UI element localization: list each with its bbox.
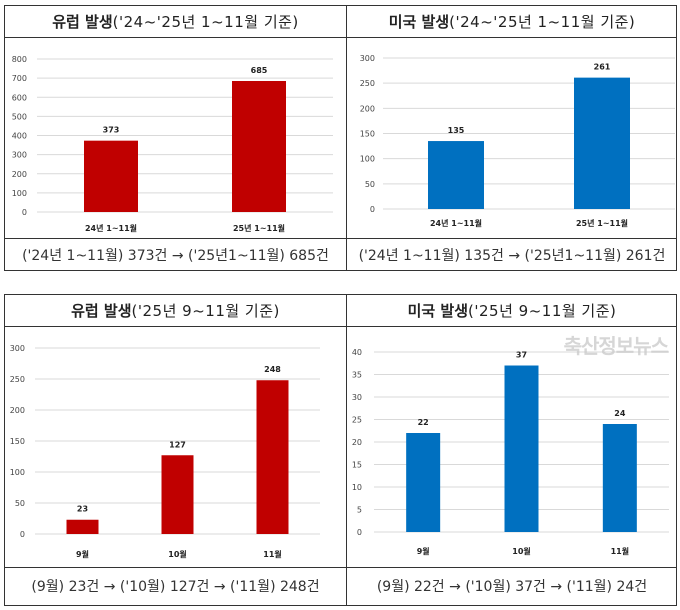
x-tick-label: 9월 bbox=[417, 546, 430, 556]
chart-us-annual: 0 50 100 150 200 250 300 135 24년 1~11월 261 25년 1~1… bbox=[360, 54, 675, 228]
chart-title: 미국 발생 ('25년 9~11월 기준) bbox=[347, 295, 677, 327]
y-tick-label: 150 bbox=[10, 437, 25, 446]
y-tick-label: 200 bbox=[12, 170, 27, 179]
y-tick-label: 50 bbox=[15, 499, 25, 508]
title-bold: 미국 발생 bbox=[407, 302, 469, 320]
y-tick-label: 0 bbox=[370, 205, 375, 214]
bar bbox=[232, 80, 286, 213]
y-tick-label: 500 bbox=[12, 112, 27, 121]
x-tick-label: 11월 bbox=[611, 546, 630, 556]
chart-title: 유럽 발생 ('25년 9~11월 기준) bbox=[5, 295, 346, 327]
top-table: 유럽 발생 ('24~'25년 1~11월 기준) 미국 발생 ('24~'25년 … bbox=[4, 5, 677, 271]
x-tick-label: 11월 bbox=[263, 549, 282, 559]
summary-text: (9월) 23건 → ('10월) 127건 → ('11월) 248건 bbox=[5, 567, 346, 604]
y-tick-label: 5 bbox=[357, 506, 362, 515]
y-tick-label: 100 bbox=[10, 468, 25, 477]
title-rest: ('25년 9~11월 기준) bbox=[131, 302, 280, 320]
title-bold: 유럽 발생 bbox=[71, 302, 132, 320]
title-rest: ('25년 9~11월 기준) bbox=[468, 302, 617, 320]
bar bbox=[161, 455, 194, 534]
chart-europe-monthly: 0 50 100 150 200 250 300 23 9월 127 10월 248 11월 bbox=[10, 344, 320, 559]
y-tick-label: 0 bbox=[357, 528, 362, 537]
y-tick-label: 250 bbox=[360, 79, 375, 88]
column-divider bbox=[346, 295, 347, 605]
x-tick-label: 25년 1~11월 bbox=[576, 218, 628, 228]
title-rest: ('24~'25년 1~11월 기준) bbox=[112, 13, 299, 31]
y-tick-label: 150 bbox=[360, 130, 375, 139]
x-tick-label: 25년 1~11월 bbox=[233, 223, 285, 233]
y-tick-label: 0 bbox=[22, 208, 27, 217]
column-divider bbox=[346, 6, 347, 270]
summary-text: (9월) 22건 → ('10월) 37건 → ('11월) 24건 bbox=[347, 567, 677, 604]
x-tick-label: 10월 bbox=[512, 546, 531, 556]
x-tick-label: 10월 bbox=[168, 549, 187, 559]
data-label: 37 bbox=[516, 351, 527, 360]
y-tick-label: 0 bbox=[20, 530, 25, 539]
chart-title: 미국 발생 ('24~'25년 1~11월 기준) bbox=[347, 6, 677, 38]
y-tick-label: 100 bbox=[360, 155, 375, 164]
bar bbox=[84, 140, 138, 212]
y-tick-label: 250 bbox=[10, 375, 25, 384]
chart-title: 유럽 발생 ('24~'25년 1~11월 기준) bbox=[5, 6, 346, 38]
data-label: 685 bbox=[251, 66, 268, 75]
bar bbox=[574, 77, 630, 209]
x-tick-label: 24년 1~11월 bbox=[85, 223, 137, 233]
title-bold: 미국 발생 bbox=[388, 13, 450, 31]
y-tick-label: 10 bbox=[352, 483, 362, 492]
y-tick-label: 800 bbox=[12, 55, 27, 64]
data-label: 23 bbox=[77, 505, 88, 514]
y-tick-label: 25 bbox=[352, 416, 362, 425]
bar bbox=[256, 380, 289, 534]
bar bbox=[602, 424, 637, 532]
y-tick-label: 600 bbox=[12, 93, 27, 102]
y-tick-label: 200 bbox=[360, 104, 375, 113]
chart-us-monthly: 0 5 10 15 20 25 30 35 40 22 9월 37 10월 24 11월 bbox=[352, 348, 669, 556]
data-label: 261 bbox=[594, 63, 611, 72]
summary-text: ('24년 1~11월) 373건 → ('25년1~11월) 685건 bbox=[5, 238, 346, 270]
bar bbox=[504, 365, 539, 532]
x-tick-label: 9월 bbox=[76, 549, 89, 559]
y-tick-label: 200 bbox=[10, 406, 25, 415]
bar bbox=[66, 519, 99, 534]
bar bbox=[428, 141, 484, 209]
y-tick-label: 300 bbox=[12, 151, 27, 160]
data-label: 135 bbox=[448, 126, 465, 135]
y-tick-label: 30 bbox=[352, 393, 362, 402]
data-label: 127 bbox=[169, 440, 186, 449]
data-label: 373 bbox=[103, 126, 120, 135]
bottom-table: 유럽 발생 ('25년 9~11월 기준) 미국 발생 ('25년 9~11월 기준… bbox=[4, 294, 677, 606]
y-tick-label: 300 bbox=[360, 54, 375, 63]
data-label: 22 bbox=[418, 418, 429, 427]
y-tick-label: 20 bbox=[352, 438, 362, 447]
y-tick-label: 300 bbox=[10, 344, 25, 353]
y-tick-label: 40 bbox=[352, 348, 362, 357]
chart-europe-annual: 0 100 200 300 400 500 600 700 800 373 24년 1~11월 685… bbox=[12, 55, 333, 233]
y-tick-label: 400 bbox=[12, 132, 27, 141]
title-bold: 유럽 발생 bbox=[52, 13, 113, 31]
y-tick-label: 35 bbox=[352, 371, 362, 380]
y-tick-label: 15 bbox=[352, 461, 362, 470]
summary-text: ('24년 1~11월) 135건 → ('25년1~11월) 261건 bbox=[347, 238, 677, 270]
title-rest: ('24~'25년 1~11월 기준) bbox=[449, 13, 636, 31]
y-tick-label: 100 bbox=[12, 189, 27, 198]
y-tick-label: 50 bbox=[365, 180, 375, 189]
y-tick-label: 700 bbox=[12, 74, 27, 83]
bar bbox=[406, 433, 441, 532]
data-label: 24 bbox=[614, 409, 626, 418]
watermark: 축산정보뉴스 bbox=[563, 334, 669, 358]
data-label: 248 bbox=[264, 365, 281, 374]
x-tick-label: 24년 1~11월 bbox=[430, 218, 482, 228]
